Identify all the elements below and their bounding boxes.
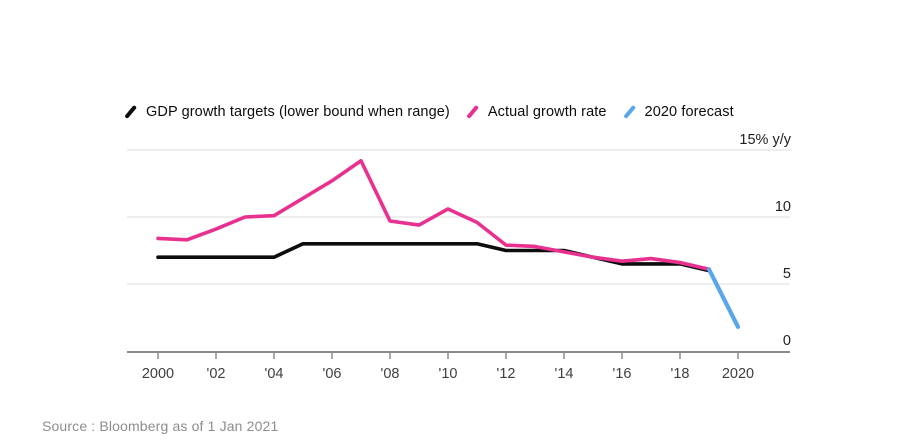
legend-item-actual: Actual growth rate — [465, 104, 607, 120]
chart-legend: GDP growth targets (lower bound when ran… — [123, 103, 734, 121]
legend-label-targets: GDP growth targets (lower bound when ran… — [146, 104, 450, 120]
series-line-forecast — [706, 267, 741, 329]
x-tick-label-2006: '06 — [323, 366, 342, 382]
legend-item-targets: GDP growth targets (lower bound when ran… — [123, 104, 450, 120]
y-tick-label-15: 15% y/y — [739, 132, 791, 148]
x-tick-label-2020: 2020 — [722, 366, 754, 382]
series-line-targets — [156, 242, 711, 273]
legend-item-forecast: 2020 forecast — [622, 104, 734, 120]
x-tick-label-2016: '16 — [613, 366, 632, 382]
x-tick-label-2008: '08 — [381, 366, 400, 382]
x-tick-label-2010: '10 — [439, 366, 458, 382]
x-tick-label-2000: 2000 — [142, 366, 174, 382]
legend-label-forecast: 2020 forecast — [644, 104, 734, 120]
y-tick-label-10: 10 — [775, 199, 791, 215]
x-tick-label-2004: '04 — [265, 366, 284, 382]
source-note: Source : Bloomberg as of 1 Jan 2021 — [42, 418, 279, 434]
x-tick-label-2002: '02 — [207, 366, 226, 382]
x-tick-label-2014: '14 — [555, 366, 574, 382]
x-tick-label-2018: '18 — [671, 366, 690, 382]
y-tick-label-0: 0 — [783, 333, 791, 349]
y-tick-label-5: 5 — [783, 266, 791, 282]
x-tick-label-2012: '12 — [497, 366, 516, 382]
legend-label-actual: Actual growth rate — [487, 104, 607, 120]
series-line-actual — [156, 158, 711, 272]
